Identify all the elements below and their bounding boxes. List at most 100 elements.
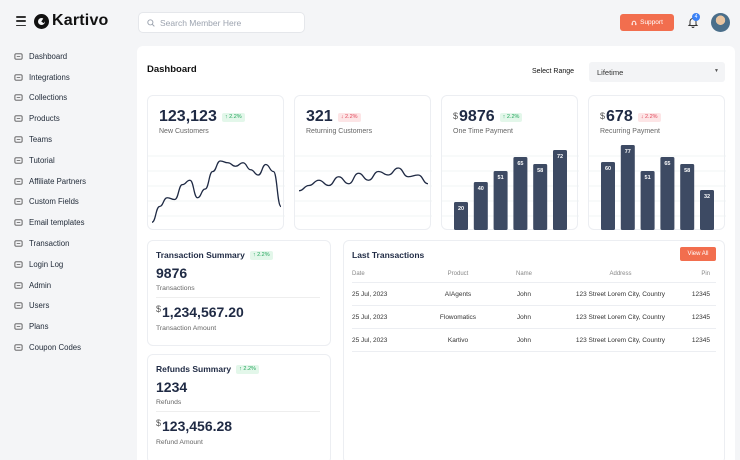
stat-currency: $ bbox=[453, 111, 459, 121]
sidebar-item-label: Affiliate Partners bbox=[29, 176, 87, 186]
custom-fields-icon bbox=[14, 198, 23, 206]
logo[interactable]: Kartivo bbox=[34, 12, 109, 30]
sidebar-item-transaction[interactable]: Transaction bbox=[14, 233, 134, 254]
sidebar-item-users[interactable]: Users bbox=[14, 296, 134, 317]
range-label: Select Range bbox=[532, 68, 575, 75]
series-line bbox=[151, 160, 282, 223]
stat-change-value: 2.2% bbox=[229, 114, 242, 120]
stat-change-badge: ↑ 2.2% bbox=[499, 112, 523, 122]
sidebar-item-dashboard[interactable]: Dashboard bbox=[14, 46, 134, 67]
bar-label: 51 bbox=[498, 175, 504, 181]
users-icon bbox=[14, 302, 23, 310]
bar-label: 60 bbox=[605, 166, 611, 172]
refunds-summary-heading: Refunds Summary ↑ 2.2% bbox=[156, 364, 259, 374]
last-transactions-title: Last Transactions bbox=[352, 250, 425, 260]
search-icon bbox=[147, 18, 155, 27]
table-cell: Kartivo bbox=[447, 336, 469, 344]
bar-label: 20 bbox=[458, 206, 464, 212]
products-icon bbox=[14, 115, 23, 122]
transaction-currency: $ bbox=[156, 304, 162, 314]
bar bbox=[553, 150, 567, 230]
refunds-summary-title: Refunds Summary bbox=[156, 364, 232, 374]
stat-value: 321 ↓ 2.2% bbox=[306, 108, 361, 126]
table-row[interactable]: 25 Jul, 2023 AIAgents John 123 Street Lorem… bbox=[352, 283, 716, 306]
table-row[interactable]: 25 Jul, 2023 Flowomatics John 123 Street Lo… bbox=[352, 306, 716, 329]
sidebar-item-collections[interactable]: Collections bbox=[14, 88, 134, 109]
stat-number: 321 bbox=[306, 108, 333, 125]
bar bbox=[700, 190, 714, 230]
sidebar-item-label: Integrations bbox=[29, 72, 70, 82]
bar-label: 65 bbox=[517, 161, 523, 167]
main-panel: Dashboard Select Range Lifetime ▼ 123,12… bbox=[137, 46, 735, 460]
brand-name: Kartivo bbox=[52, 12, 109, 29]
transaction-amount-value: 1,234,567.20 bbox=[162, 304, 244, 320]
sidebar-item-coupon-codes[interactable]: Coupon Codes bbox=[14, 337, 134, 358]
stat-value: $678 ↓ 2.2% bbox=[600, 108, 661, 126]
table-cell: John bbox=[516, 336, 532, 344]
sidebar-item-plans[interactable]: Plans bbox=[14, 316, 134, 337]
coupon-icon bbox=[14, 344, 23, 351]
table-cell: 123 Street Lorem City, Country bbox=[575, 290, 665, 298]
transaction-summary-change-value: 2.2% bbox=[257, 252, 270, 258]
bar bbox=[620, 145, 635, 230]
sidebar-item-label: Products bbox=[29, 114, 60, 124]
support-button[interactable]: Support bbox=[620, 14, 674, 31]
transaction-summary-heading: Transaction Summary ↑ 2.2% bbox=[156, 250, 273, 260]
table-cell: John bbox=[516, 290, 532, 298]
avatar[interactable] bbox=[711, 13, 730, 32]
refund-amount-value: 123,456.28 bbox=[162, 418, 233, 434]
column-header[interactable]: Pin bbox=[701, 270, 710, 277]
bar-label: 72 bbox=[557, 154, 563, 160]
table-cell: 12345 bbox=[691, 290, 710, 298]
column-header[interactable]: Product bbox=[447, 270, 469, 277]
menu-toggle-icon[interactable] bbox=[16, 16, 26, 26]
refunds-count: 1234 bbox=[156, 379, 188, 395]
stat-change-value: 2.2% bbox=[506, 114, 520, 120]
sidebar-item-products[interactable]: Products bbox=[14, 108, 134, 129]
bar bbox=[660, 157, 675, 230]
last-transactions-card: Last Transactions View All Date Product Na… bbox=[343, 240, 725, 460]
bar-label: 51 bbox=[645, 175, 651, 181]
search-bar[interactable] bbox=[138, 12, 305, 33]
sidebar-item-email-templates[interactable]: Email templates bbox=[14, 212, 134, 233]
table-header: Date Product Name Address Pin bbox=[352, 265, 716, 283]
stat-number: 123,123 bbox=[159, 108, 217, 125]
video-icon bbox=[14, 157, 23, 164]
sidebar-item-login-log[interactable]: Login Log bbox=[14, 254, 134, 275]
table-cell: Flowomatics bbox=[439, 313, 477, 321]
bar bbox=[601, 162, 615, 230]
range-select[interactable]: Lifetime ▼ bbox=[589, 62, 725, 82]
login-log-icon bbox=[14, 261, 23, 268]
stat-card-one-time-payment: $9876 ↑ 2.2% One Time Payment 20 40 51 65 58 72 bbox=[441, 95, 579, 230]
sidebar-item-teams[interactable]: Teams bbox=[14, 129, 134, 150]
table-row[interactable]: 25 Jul, 2023 Kartivo John 123 Street Lorem … bbox=[352, 329, 716, 352]
column-header[interactable]: Name bbox=[515, 270, 532, 277]
transaction-count: 9876 bbox=[156, 265, 188, 281]
top-bar: Kartivo Support 4 bbox=[0, 0, 740, 44]
stat-change-badge: ↓ 2.2% bbox=[637, 112, 661, 122]
range-value: Lifetime bbox=[597, 67, 624, 77]
table-cell: John bbox=[516, 313, 532, 321]
sidebar-item-integrations[interactable]: Integrations bbox=[14, 67, 134, 88]
column-header[interactable]: Address bbox=[609, 270, 632, 277]
refund-amount: $123,456.28 bbox=[156, 418, 232, 434]
sidebar-item-tutorial[interactable]: Tutorial bbox=[14, 150, 134, 171]
search-input[interactable] bbox=[160, 17, 300, 28]
stat-label: One Time Payment bbox=[453, 128, 513, 135]
collections-icon bbox=[14, 94, 23, 102]
bar bbox=[640, 171, 655, 230]
stat-chart: 20 40 51 65 58 72 bbox=[442, 150, 579, 230]
logo-icon bbox=[34, 13, 49, 29]
refunds-count-label: Refunds bbox=[156, 399, 182, 406]
sidebar-item-admin[interactable]: Admin bbox=[14, 275, 134, 296]
column-header[interactable]: Date bbox=[352, 270, 365, 277]
stat-chart bbox=[295, 155, 432, 217]
sidebar-item-custom-fields[interactable]: Custom Fields bbox=[14, 192, 134, 213]
transaction-icon bbox=[14, 240, 23, 247]
stat-label: Recurring Payment bbox=[600, 128, 660, 135]
sidebar-item-label: Tutorial bbox=[29, 155, 55, 165]
sidebar-item-label: Dashboard bbox=[29, 51, 68, 61]
sidebar-item-label: Transaction bbox=[29, 239, 70, 249]
sidebar-item-affiliate-partners[interactable]: Affiliate Partners bbox=[14, 171, 134, 192]
view-all-button[interactable]: View All bbox=[680, 247, 716, 261]
